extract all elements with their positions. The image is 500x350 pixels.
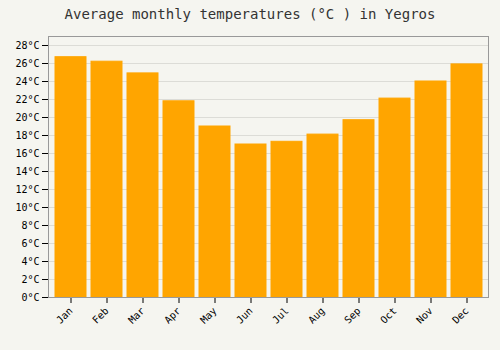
- svg-text:24°C: 24°C: [15, 76, 39, 87]
- svg-text:0°C: 0°C: [21, 292, 39, 303]
- svg-text:12°C: 12°C: [15, 184, 39, 195]
- svg-text:6°C: 6°C: [21, 238, 39, 249]
- svg-text:10°C: 10°C: [15, 202, 39, 213]
- svg-text:Oct: Oct: [378, 305, 399, 326]
- svg-text:Dec: Dec: [450, 305, 471, 326]
- svg-text:18°C: 18°C: [15, 130, 39, 141]
- svg-text:28°C: 28°C: [15, 40, 39, 51]
- svg-text:Jun: Jun: [234, 305, 255, 326]
- svg-text:8°C: 8°C: [21, 220, 39, 231]
- svg-text:Nov: Nov: [414, 305, 435, 326]
- svg-text:Mar: Mar: [126, 305, 147, 326]
- svg-text:14°C: 14°C: [15, 166, 39, 177]
- svg-text:16°C: 16°C: [15, 148, 39, 159]
- svg-text:4°C: 4°C: [21, 256, 39, 267]
- svg-text:Feb: Feb: [90, 305, 111, 326]
- svg-text:Sep: Sep: [342, 305, 363, 326]
- svg-text:22°C: 22°C: [15, 94, 39, 105]
- svg-text:2°C: 2°C: [21, 274, 39, 285]
- svg-text:Jan: Jan: [54, 305, 75, 326]
- html-text:Average monthly temperatures (: Average monthly temperatures (°C ) in Ye…: [64, 6, 436, 22]
- svg-text:Apr: Apr: [162, 305, 183, 326]
- svg-text:May: May: [198, 305, 219, 326]
- svg-text:26°C: 26°C: [15, 58, 39, 69]
- svg-text:20°C: 20°C: [15, 112, 39, 123]
- svg-text:Aug: Aug: [306, 305, 327, 326]
- svg-text:Jul: Jul: [270, 305, 291, 326]
